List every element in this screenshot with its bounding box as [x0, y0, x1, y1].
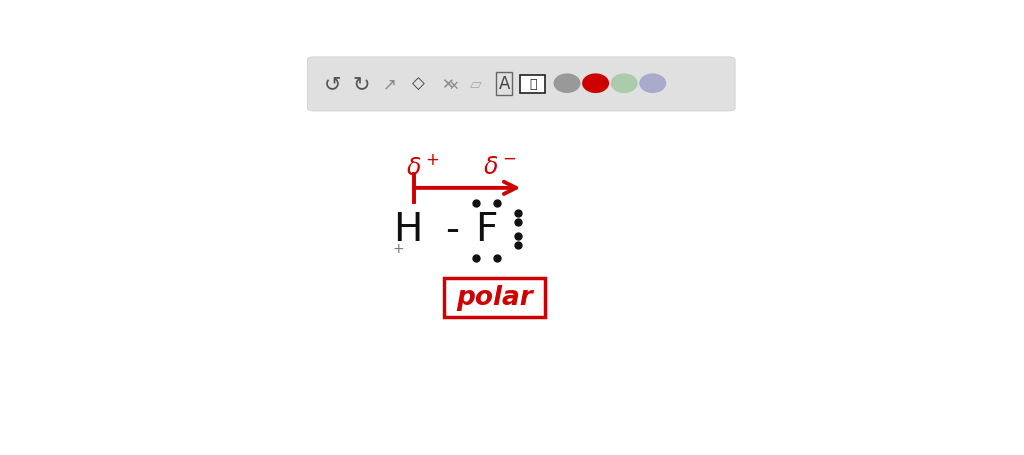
Ellipse shape: [554, 74, 581, 94]
Text: polar: polar: [457, 285, 534, 311]
Text: $\delta^+$: $\delta^+$: [407, 154, 440, 179]
Text: ✕: ✕: [440, 76, 454, 91]
Text: ↻: ↻: [352, 74, 370, 94]
Text: -: -: [444, 211, 459, 249]
FancyBboxPatch shape: [520, 76, 546, 94]
Text: +: +: [392, 241, 403, 255]
Text: F: F: [475, 211, 498, 249]
Bar: [443, 279, 545, 318]
Ellipse shape: [610, 74, 638, 94]
Ellipse shape: [582, 74, 609, 94]
Text: $\delta^-$: $\delta^-$: [482, 155, 516, 179]
Text: ◇: ◇: [412, 75, 425, 93]
Ellipse shape: [639, 74, 667, 94]
Text: ✕: ✕: [449, 79, 460, 92]
Text: ▱: ▱: [470, 76, 481, 91]
Text: ↗: ↗: [383, 75, 397, 93]
Text: ⛰: ⛰: [529, 78, 537, 91]
Text: H: H: [392, 211, 422, 249]
FancyBboxPatch shape: [307, 58, 735, 112]
Text: A: A: [499, 75, 510, 93]
Text: ↺: ↺: [324, 74, 341, 94]
